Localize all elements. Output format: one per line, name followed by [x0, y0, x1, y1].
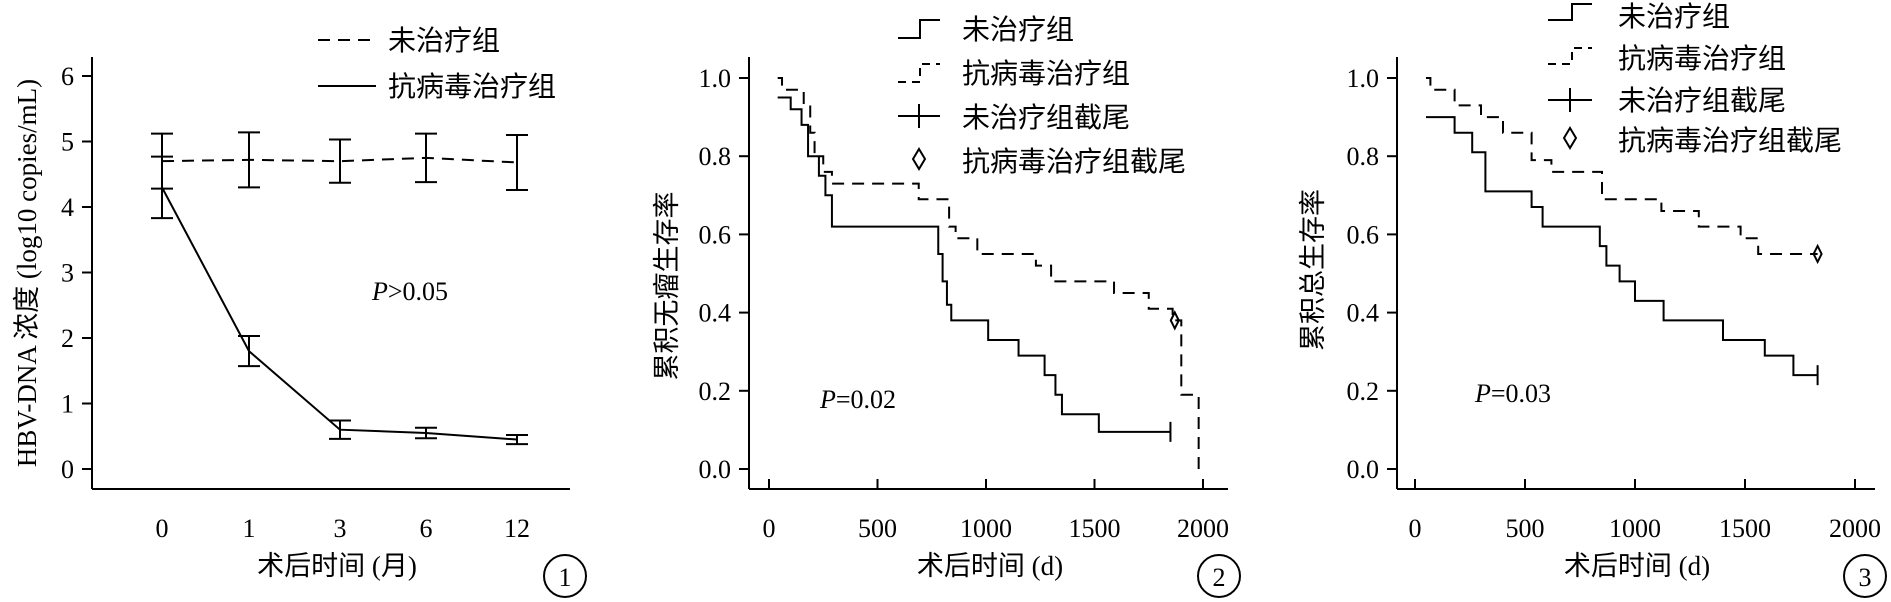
legend-swatch-diamond — [911, 147, 927, 171]
x-tick-label: 1 — [243, 514, 256, 543]
panel-number-circle — [1197, 554, 1241, 598]
y-tick-label: 6 — [61, 62, 74, 91]
y-tick-label: 1.0 — [699, 64, 732, 93]
legend: 未治疗组 抗病毒治疗组 未治疗组截尾 抗病毒治疗组截尾 — [898, 14, 1186, 178]
legend-label-antiviral-censored: 抗病毒治疗组截尾 — [1618, 125, 1842, 157]
legend: 未治疗组 抗病毒治疗组 未治疗组截尾 抗病毒治疗组截尾 — [1548, 1, 1842, 157]
x-tick-label: 0 — [763, 514, 776, 543]
x-tick-label: 500 — [1506, 514, 1545, 543]
series-group — [777, 77, 1200, 469]
y-tick-label: 0.2 — [699, 377, 732, 406]
x-ticks: 0 500 1000 1500 2000 — [763, 479, 1229, 543]
x-axis-label: 术后时间 (d) — [917, 551, 1063, 581]
x-tick-label: 3 — [334, 514, 347, 543]
y-tick-label: 0.4 — [1347, 299, 1380, 328]
legend-swatch-step-dashed — [898, 63, 940, 83]
censor-mark-diamond — [1812, 243, 1823, 265]
y-tick-label: 0.6 — [1347, 220, 1380, 249]
legend: 未治疗组 抗病毒治疗组 — [318, 25, 556, 103]
x-tick-label: 6 — [420, 514, 433, 543]
y-tick-label: 0.8 — [699, 142, 732, 171]
y-tick-label: 0.2 — [1347, 377, 1380, 406]
y-axis-label: 累积无瘤生存率 — [652, 192, 682, 381]
legend-swatch-plus — [898, 104, 940, 128]
survival-curve-1 — [1426, 116, 1818, 377]
legend-label-untreated-censored: 未治疗组截尾 — [1618, 85, 1786, 117]
y-tick-label: 5 — [61, 128, 74, 157]
x-axis-label: 术后时间 (月) — [257, 551, 417, 581]
error-bar — [506, 433, 528, 446]
y-tick-label: 2 — [61, 324, 74, 353]
legend-swatch-step-dashed — [1548, 47, 1592, 65]
x-tick-label: 0 — [1409, 514, 1422, 543]
x-tick-label: 1500 — [1719, 514, 1771, 543]
y-tick-label: 0.0 — [1347, 455, 1380, 484]
survival-curve-1 — [777, 96, 1171, 433]
panel-3: 0.0 0.2 0.4 0.6 0.8 1.0 0 500 1000 1500 2000 P=0.… — [1298, 1, 1887, 598]
legend-swatch-step-solid — [898, 19, 940, 39]
error-bar — [415, 426, 437, 440]
error-bar — [415, 132, 437, 184]
error-bar — [329, 419, 351, 440]
y-tick-label: 4 — [61, 193, 74, 222]
legend-label-antiviral: 抗病毒治疗组 — [962, 58, 1130, 90]
panel-number-circle — [1843, 554, 1887, 598]
legend-swatch-plus — [1548, 88, 1592, 112]
legend-label-antiviral: 抗病毒治疗组 — [388, 71, 556, 103]
y-axis-label: HBV-DNA 浓度 (log10 copies/mL) — [12, 79, 42, 467]
panel-number-circle — [543, 554, 587, 598]
x-axis-label: 术后时间 (d) — [1564, 551, 1710, 581]
series-group — [1426, 77, 1823, 386]
error-bar — [238, 335, 260, 368]
legend-label-untreated: 未治疗组 — [962, 14, 1074, 46]
legend-label-antiviral: 抗病毒治疗组 — [1618, 43, 1786, 75]
legend-label-untreated: 未治疗组 — [388, 25, 500, 57]
error-bar — [329, 138, 351, 184]
y-tick-label: 0.4 — [699, 299, 732, 328]
x-tick-label: 2000 — [1829, 514, 1881, 543]
panel-number: 3 — [1859, 563, 1872, 592]
error-bar — [506, 133, 528, 191]
legend-swatch-step-solid — [1548, 3, 1592, 21]
x-tick-label: 12 — [504, 514, 530, 543]
series-group — [151, 131, 528, 446]
error-bar — [151, 155, 173, 220]
panel-2: 0.0 0.2 0.4 0.6 0.8 1.0 0 500 1000 1500 2000 P=0.… — [652, 14, 1241, 598]
y-tick-label: 1.0 — [1347, 64, 1380, 93]
legend-label-untreated-censored: 未治疗组截尾 — [962, 102, 1130, 134]
legend-label-antiviral-censored: 抗病毒治疗组截尾 — [962, 146, 1186, 178]
y-ticks: 0.0 0.2 0.4 0.6 0.8 1.0 — [1347, 64, 1397, 484]
x-tick-label: 1000 — [1609, 514, 1661, 543]
y-tick-label: 0.8 — [1347, 142, 1380, 171]
y-tick-label: 0.0 — [699, 455, 732, 484]
panel-number: 1 — [559, 563, 572, 592]
x-tick-label: 1500 — [1069, 514, 1121, 543]
survival-curve-2 — [777, 77, 1200, 469]
panel-number: 2 — [1213, 563, 1226, 592]
series-line-2 — [161, 186, 518, 441]
y-tick-label: 3 — [61, 259, 74, 288]
p-value-annotation: P=0.03 — [1474, 379, 1551, 408]
survival-curve-2 — [1426, 77, 1818, 255]
censor-mark-diamond — [1169, 310, 1180, 331]
y-ticks: 0 1 2 3 4 5 6 — [61, 62, 92, 484]
y-tick-label: 0 — [61, 455, 74, 484]
p-value-annotation: P=0.02 — [819, 385, 896, 414]
x-tick-label: 2000 — [1177, 514, 1229, 543]
x-ticks: 0 500 1000 1500 2000 — [1409, 479, 1881, 543]
error-bar — [238, 131, 260, 189]
x-ticks: 0 1 3 6 12 — [156, 514, 531, 543]
y-axis-label: 累积总生存率 — [1298, 189, 1328, 351]
y-tick-label: 0.6 — [699, 220, 732, 249]
y-ticks: 0.0 0.2 0.4 0.6 0.8 1.0 — [699, 64, 749, 484]
x-tick-label: 500 — [858, 514, 897, 543]
legend-swatch-diamond — [1562, 126, 1578, 150]
y-tick-label: 1 — [61, 390, 74, 419]
x-tick-label: 1000 — [960, 514, 1012, 543]
x-tick-label: 0 — [156, 514, 169, 543]
legend-label-untreated: 未治疗组 — [1618, 1, 1730, 33]
p-value-annotation: P>0.05 — [371, 277, 448, 306]
